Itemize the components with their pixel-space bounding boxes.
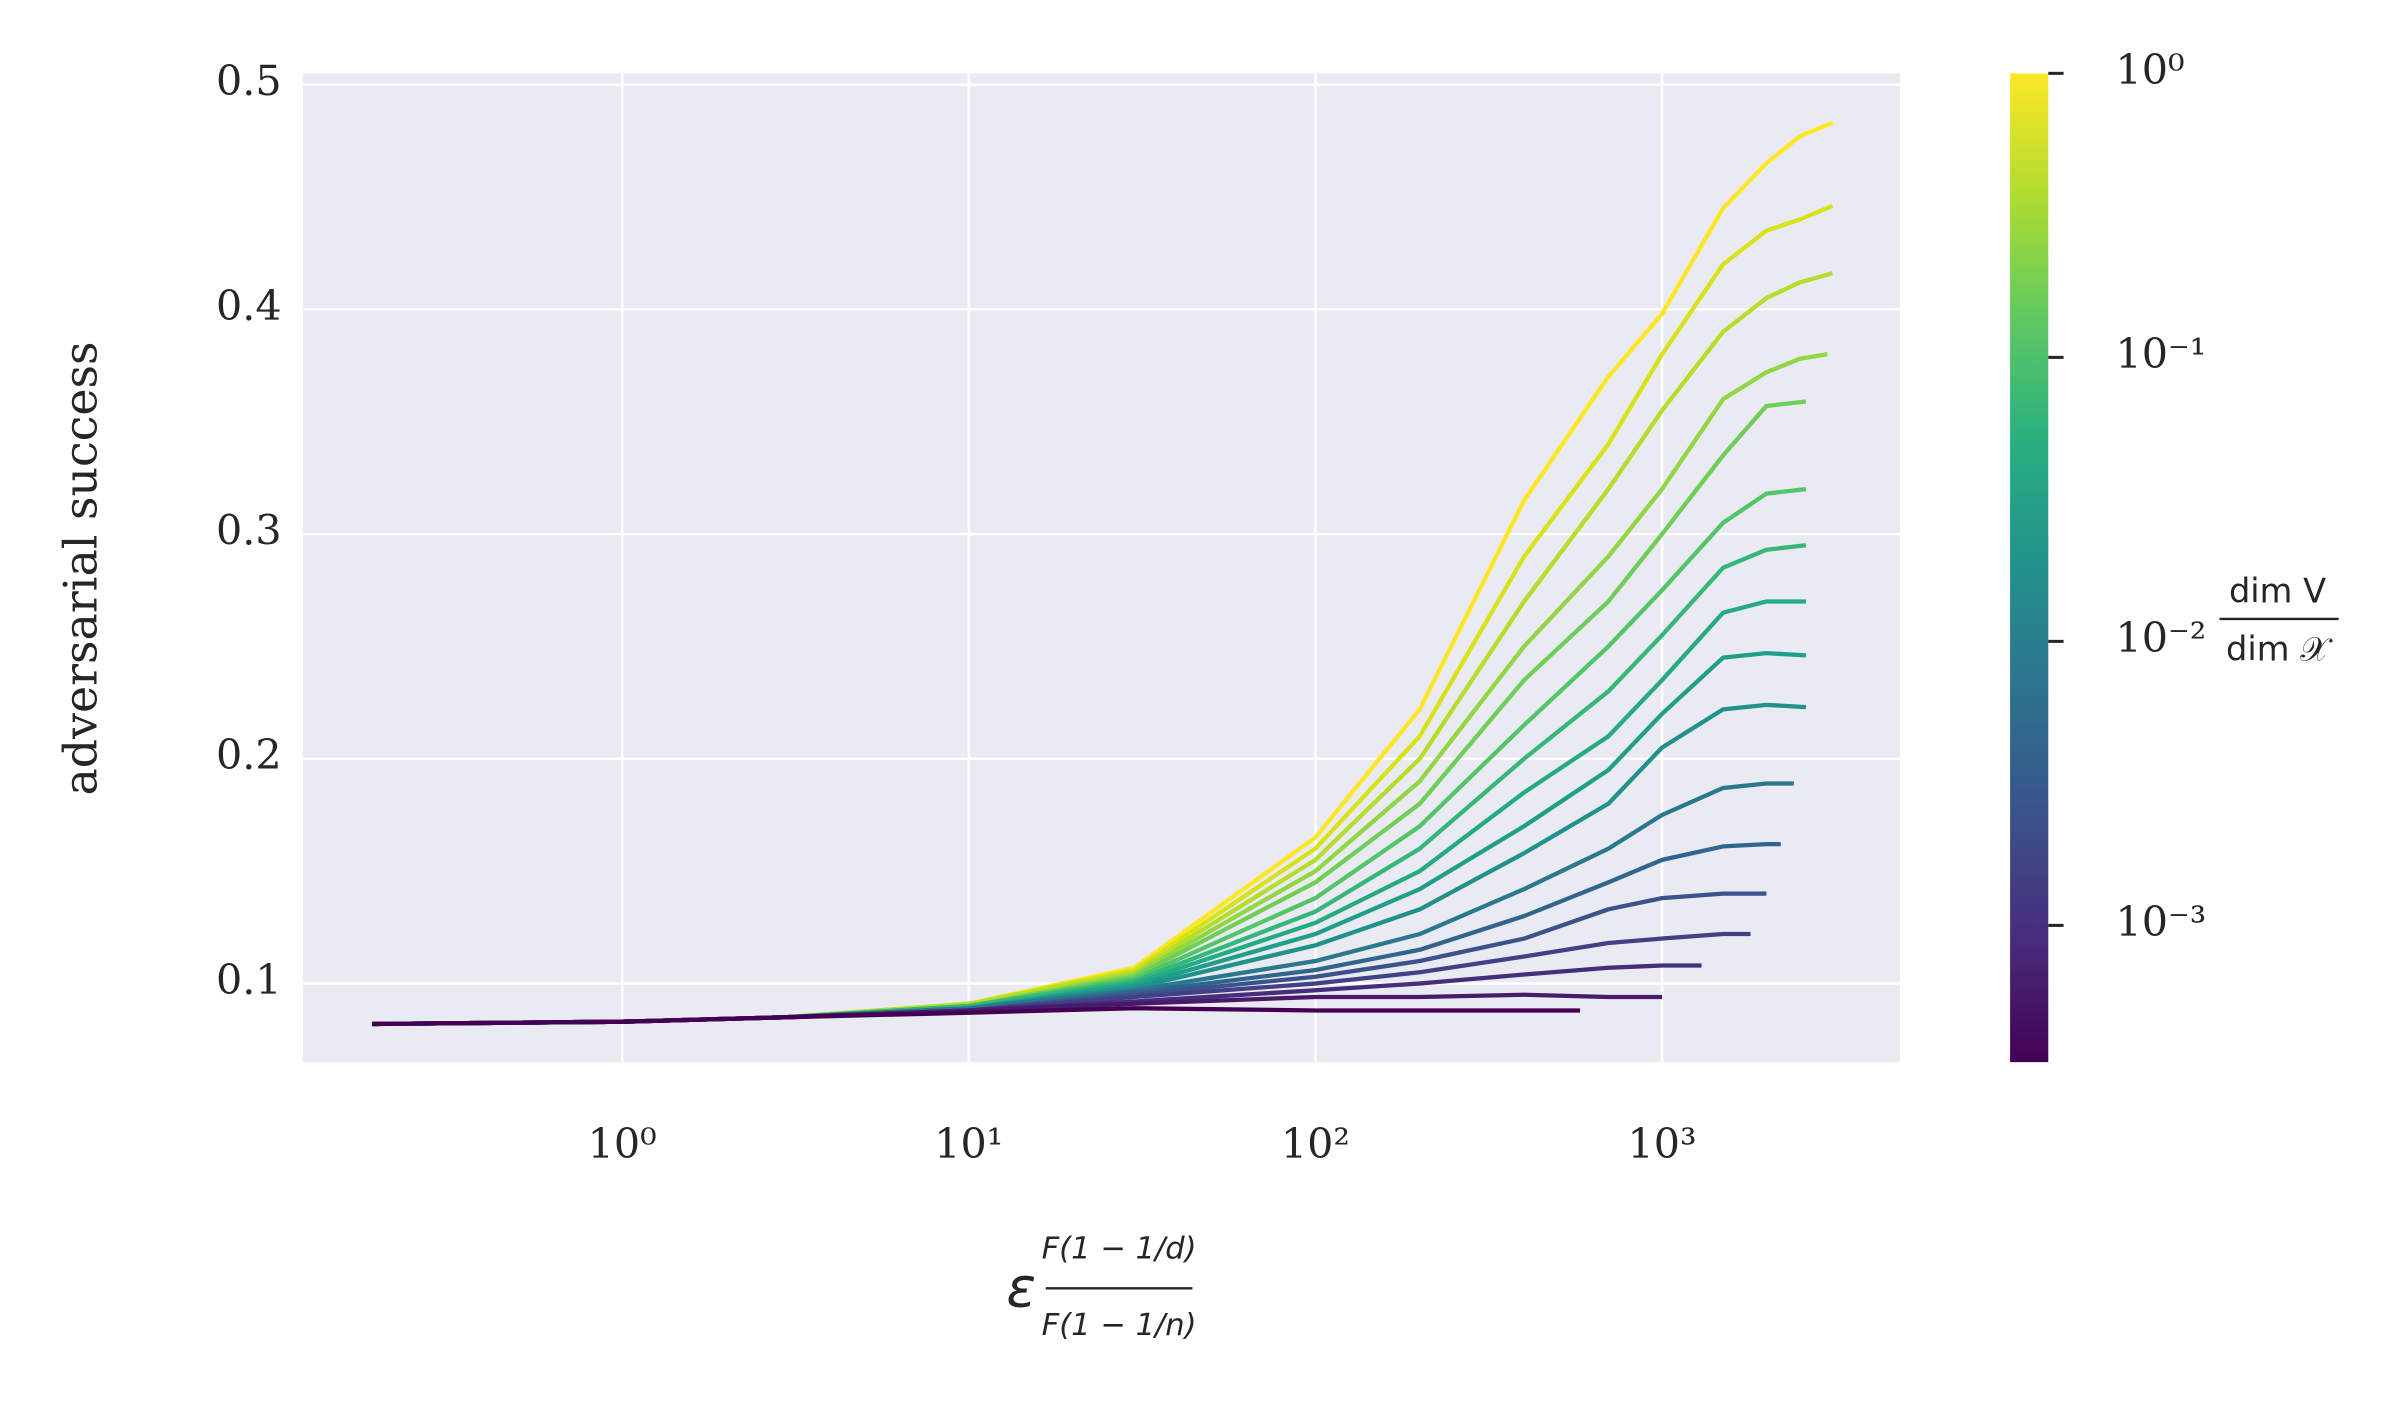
x-tick-label: 10³ [1628, 1120, 1697, 1168]
x-label-numerator: F(1 − 1/d) [1042, 1232, 1197, 1267]
series-line [372, 1006, 1581, 1027]
colorbar-tick-label: 10⁻² [2116, 614, 2207, 662]
colorbar-label-numerator: dim V [2229, 571, 2326, 610]
x-label-denominator: F(1 − 1/n) [1042, 1308, 1197, 1343]
y-tick-label: 0.4 [216, 282, 282, 330]
y-tick-label: 0.1 [216, 956, 282, 1004]
y-tick-label: 0.5 [216, 57, 282, 105]
x-tick-label: 10⁰ [588, 1120, 657, 1168]
x-tick-label: 10² [1281, 1120, 1350, 1168]
y-tick-label: 0.3 [216, 507, 282, 555]
x-label-symbol: ε [1006, 1256, 1036, 1320]
y-axis-label: adversarial success [53, 341, 107, 795]
colorbar-tick-label: 10⁰ [2116, 46, 2185, 94]
colorbar [2010, 73, 2049, 1063]
y-tick-label: 0.2 [216, 731, 282, 779]
colorbar-tick-label: 10⁻¹ [2116, 330, 2207, 378]
x-tick-label: 10¹ [934, 1120, 1003, 1168]
plot-background [303, 73, 1901, 1063]
colorbar-label-denominator: dim 𝒳 [2226, 630, 2333, 669]
colorbar-tick-label: 10⁻³ [2116, 898, 2207, 946]
